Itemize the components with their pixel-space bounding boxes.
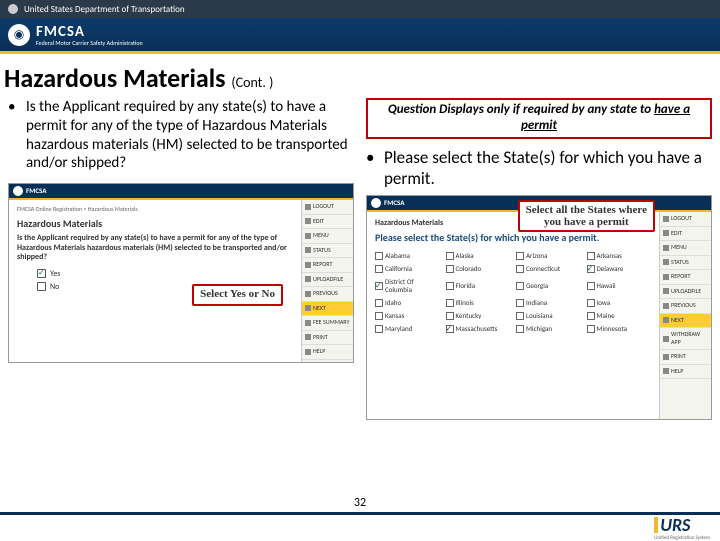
sidebar-item[interactable]: LOGOUT [660,212,711,227]
hint-box: Question Displays only if required by an… [366,98,712,139]
slide-title-main: Hazardous Materials [4,62,225,94]
checkbox-icon [37,282,46,291]
sidebar-item[interactable]: EDIT [660,227,711,242]
state-checkbox[interactable]: District Of Columbia [375,278,440,296]
callout-yes-no: Select Yes or No [192,284,283,306]
sidebar-item[interactable]: UPLOADFILE [302,273,353,288]
slide-title-cont: (Cont. ) [231,74,273,91]
sidebar-item[interactable]: REPORT [660,270,711,285]
state-checkbox[interactable]: California [375,265,440,274]
gov-top-bar-text: United States Department of Transportati… [24,4,185,15]
states-grid: Alabama Alaska Arizona Arkansas California Co… [375,252,651,333]
left-bullet-text: Is the Applicant required by any state(s… [26,98,354,173]
hint-text: Question Displays only if required by an… [388,102,651,117]
state-checkbox[interactable]: Alabama [375,252,440,261]
bullet-dot: • [366,147,384,190]
state-checkbox[interactable]: Louisiana [516,312,581,321]
state-checkbox[interactable]: Illinois [446,299,511,308]
sidebar-item[interactable]: STATUS [660,256,711,271]
state-checkbox[interactable]: Connecticut [516,265,581,274]
state-checkbox[interactable]: Massachusetts [446,325,511,334]
state-checkbox[interactable]: Maryland [375,325,440,334]
state-checkbox[interactable]: Hawaii [587,278,652,296]
sidebar-item[interactable]: REPORT [302,258,353,273]
state-checkbox[interactable]: Arizona [516,252,581,261]
right-column: Question Displays only if required by an… [366,98,712,420]
state-checkbox[interactable]: Kentucky [446,312,511,321]
sidebar-item[interactable]: STATUS [302,244,353,259]
state-checkbox[interactable]: Iowa [587,299,652,308]
state-checkbox[interactable]: Georgia [516,278,581,296]
callout-states: Select all the States where you have a p… [518,200,655,232]
sidebar-item[interactable]: WITHDRAW APP [660,328,711,350]
fmcsa-logo-icon: ◉ [8,24,30,46]
state-checkbox[interactable]: Minnesota [587,325,652,334]
sidebar-item[interactable]: HELP [302,345,353,360]
mini-section-heading: Hazardous Materials [17,218,293,231]
left-column: • Is the Applicant required by any state… [8,98,354,420]
mini-sidebar: LOGOUTEDITMENUSTATUSREPORTUPLOADFILEPREV… [301,200,353,362]
sidebar-item[interactable]: EDIT [302,215,353,230]
state-checkbox[interactable]: Arkansas [587,252,652,261]
sidebar-item[interactable]: MENU [302,229,353,244]
footer: URS Unified Registration System [0,512,720,540]
screenshot-yes-no: FMCSA FMCSA Online Registration > Hazard… [8,183,354,363]
sidebar-item[interactable]: HELP [660,365,711,380]
right-bullet-text: Please select the State(s) for which you… [384,147,712,190]
checkbox-icon [37,269,46,278]
slide-title: Hazardous Materials (Cont. ) [0,54,720,98]
mini-sidebar: LOGOUTEDITMENUSTATUSREPORTUPLOADFILEPREV… [659,212,711,419]
state-checkbox[interactable]: Kansas [375,312,440,321]
sidebar-item[interactable]: UPLOADFILE [660,285,711,300]
mini-logo-icon [13,186,23,196]
sidebar-item[interactable]: PREVIOUS [302,287,353,302]
state-checkbox[interactable]: Maine [587,312,652,321]
mini-logo-icon [371,198,381,208]
state-checkbox[interactable]: Alaska [446,252,511,261]
state-checkbox[interactable]: Idaho [375,299,440,308]
state-checkbox[interactable]: Michigan [516,325,581,334]
footer-sub: Unified Registration System [654,536,710,541]
sidebar-item[interactable]: PRINT [302,331,353,346]
state-checkbox[interactable]: Indiana [516,299,581,308]
breadcrumb: FMCSA Online Registration > Hazardous Ma… [17,206,293,214]
brand-tagline: Federal Motor Carrier Safety Administrat… [36,40,143,46]
sidebar-item[interactable]: NEXT [660,314,711,329]
brand-bar: ◉ FMCSA Federal Motor Carrier Safety Adm… [0,18,720,54]
state-checkbox[interactable]: Colorado [446,265,511,274]
sidebar-item[interactable]: PRINT [660,350,711,365]
brand-name: FMCSA [36,23,85,41]
gov-top-bar: United States Department of Transportati… [0,0,720,18]
mini-header: FMCSA [9,184,353,200]
sidebar-item[interactable]: LOGOUT [302,200,353,215]
screenshot-states: FMCSA Hazardous Materials Please select … [366,195,712,420]
sidebar-item[interactable]: NEXT [302,302,353,317]
mini-states-question: Please select the State(s) for which you… [375,232,651,244]
mini-question: Is the Applicant required by any state(s… [17,234,293,263]
bullet-dot: • [8,98,26,173]
sidebar-item[interactable]: PREVIOUS [660,299,711,314]
sidebar-item[interactable]: FEE SUMMARY [302,316,353,331]
page-number: 32 [354,496,366,510]
option-yes[interactable]: Yes [37,269,293,279]
state-checkbox[interactable]: Florida [446,278,511,296]
sidebar-item[interactable]: MENU [660,241,711,256]
footer-logo: URS [654,514,690,536]
gov-seal-icon [8,4,18,14]
state-checkbox[interactable]: Delaware [587,265,652,274]
